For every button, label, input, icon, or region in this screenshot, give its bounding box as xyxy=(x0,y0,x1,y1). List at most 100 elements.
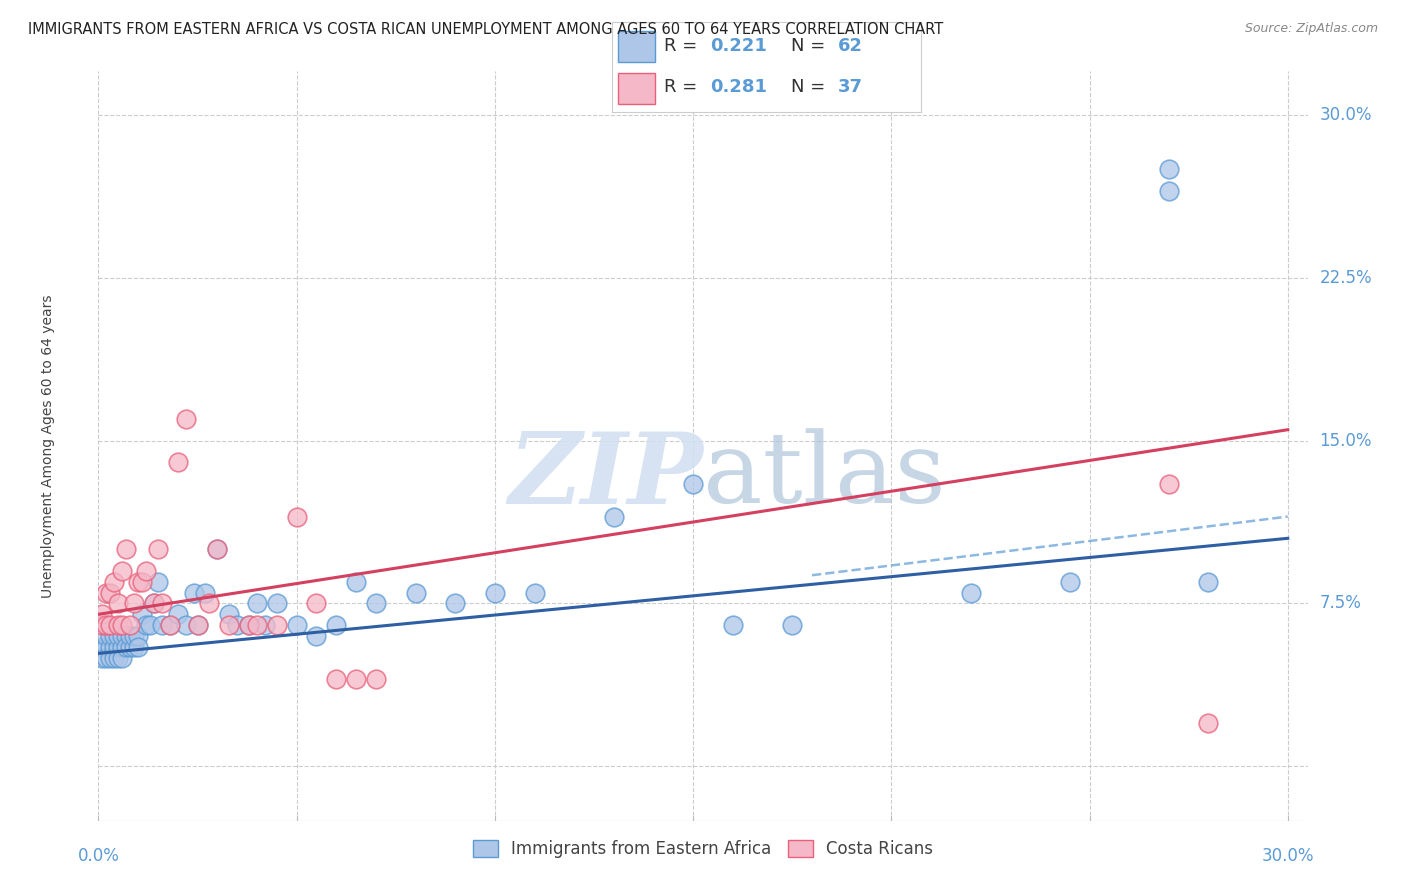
Point xyxy=(305,597,328,611)
Legend: Immigrants from Eastern Africa, Costa Ricans: Immigrants from Eastern Africa, Costa Ri… xyxy=(465,833,941,864)
Point xyxy=(285,618,308,632)
Text: 0.281: 0.281 xyxy=(710,78,768,96)
Point xyxy=(111,618,134,632)
Point xyxy=(107,629,129,643)
Point xyxy=(174,412,197,426)
FancyBboxPatch shape xyxy=(617,73,655,104)
Point xyxy=(226,618,249,632)
Text: N =: N = xyxy=(792,37,831,55)
Point xyxy=(186,618,208,632)
Point xyxy=(166,607,188,622)
Point xyxy=(135,564,157,578)
Point xyxy=(107,597,129,611)
Point xyxy=(120,618,142,632)
Point xyxy=(218,607,240,622)
Point xyxy=(1198,715,1220,730)
Text: 7.5%: 7.5% xyxy=(1319,594,1361,613)
Point xyxy=(603,509,626,524)
Point xyxy=(682,477,704,491)
Text: 30.0%: 30.0% xyxy=(1261,847,1315,864)
Point xyxy=(1198,574,1220,589)
Point xyxy=(96,650,118,665)
Point xyxy=(253,618,276,632)
Point xyxy=(1157,477,1180,491)
Point xyxy=(96,618,118,632)
Text: atlas: atlas xyxy=(703,428,946,524)
Point xyxy=(91,650,114,665)
Point xyxy=(484,585,506,599)
Point xyxy=(285,509,308,524)
Point xyxy=(107,650,129,665)
Point xyxy=(1157,162,1180,177)
Point xyxy=(98,640,121,654)
Text: 37: 37 xyxy=(838,78,862,96)
Point xyxy=(111,640,134,654)
Point xyxy=(246,618,269,632)
Text: N =: N = xyxy=(792,78,831,96)
Point xyxy=(780,618,803,632)
Point xyxy=(103,574,125,589)
Point xyxy=(122,640,145,654)
Point xyxy=(364,597,387,611)
Point xyxy=(103,629,125,643)
Point xyxy=(246,597,269,611)
Point xyxy=(115,542,138,557)
Point xyxy=(107,640,129,654)
Point xyxy=(1059,574,1081,589)
Text: Unemployment Among Ages 60 to 64 years: Unemployment Among Ages 60 to 64 years xyxy=(41,294,55,598)
Point xyxy=(1157,184,1180,198)
Point xyxy=(127,629,149,643)
Point xyxy=(325,618,347,632)
Point xyxy=(111,629,134,643)
Point xyxy=(96,629,118,643)
Point xyxy=(120,629,142,643)
Point xyxy=(721,618,744,632)
Point xyxy=(127,574,149,589)
Point xyxy=(98,585,121,599)
Point xyxy=(183,585,205,599)
Point xyxy=(344,574,367,589)
Point xyxy=(111,650,134,665)
Point xyxy=(115,629,138,643)
Point xyxy=(238,618,260,632)
Point xyxy=(959,585,981,599)
Point xyxy=(207,542,229,557)
Point xyxy=(96,585,118,599)
Text: R =: R = xyxy=(664,37,703,55)
Text: Source: ZipAtlas.com: Source: ZipAtlas.com xyxy=(1244,22,1378,36)
Point xyxy=(238,618,260,632)
Point xyxy=(266,618,288,632)
Point xyxy=(139,618,162,632)
Point xyxy=(98,650,121,665)
Point xyxy=(174,618,197,632)
Point xyxy=(91,618,114,632)
Point xyxy=(159,618,181,632)
Point xyxy=(186,618,208,632)
Point xyxy=(218,618,240,632)
Point xyxy=(103,650,125,665)
Point xyxy=(198,597,221,611)
Point xyxy=(364,673,387,687)
Point xyxy=(266,597,288,611)
Point xyxy=(142,597,165,611)
Point xyxy=(305,629,328,643)
Point xyxy=(444,597,467,611)
Point xyxy=(127,640,149,654)
Text: 62: 62 xyxy=(838,37,862,55)
Point xyxy=(111,564,134,578)
Point xyxy=(122,597,145,611)
Point xyxy=(91,607,114,622)
Text: 15.0%: 15.0% xyxy=(1319,432,1372,450)
Point xyxy=(194,585,217,599)
Point xyxy=(115,640,138,654)
Point xyxy=(103,640,125,654)
Point xyxy=(120,640,142,654)
Point xyxy=(159,618,181,632)
Point xyxy=(146,574,169,589)
Text: 0.0%: 0.0% xyxy=(77,847,120,864)
Text: ZIP: ZIP xyxy=(508,428,703,524)
Text: 30.0%: 30.0% xyxy=(1319,106,1372,124)
Point xyxy=(405,585,427,599)
Point xyxy=(96,640,118,654)
Text: R =: R = xyxy=(664,78,703,96)
